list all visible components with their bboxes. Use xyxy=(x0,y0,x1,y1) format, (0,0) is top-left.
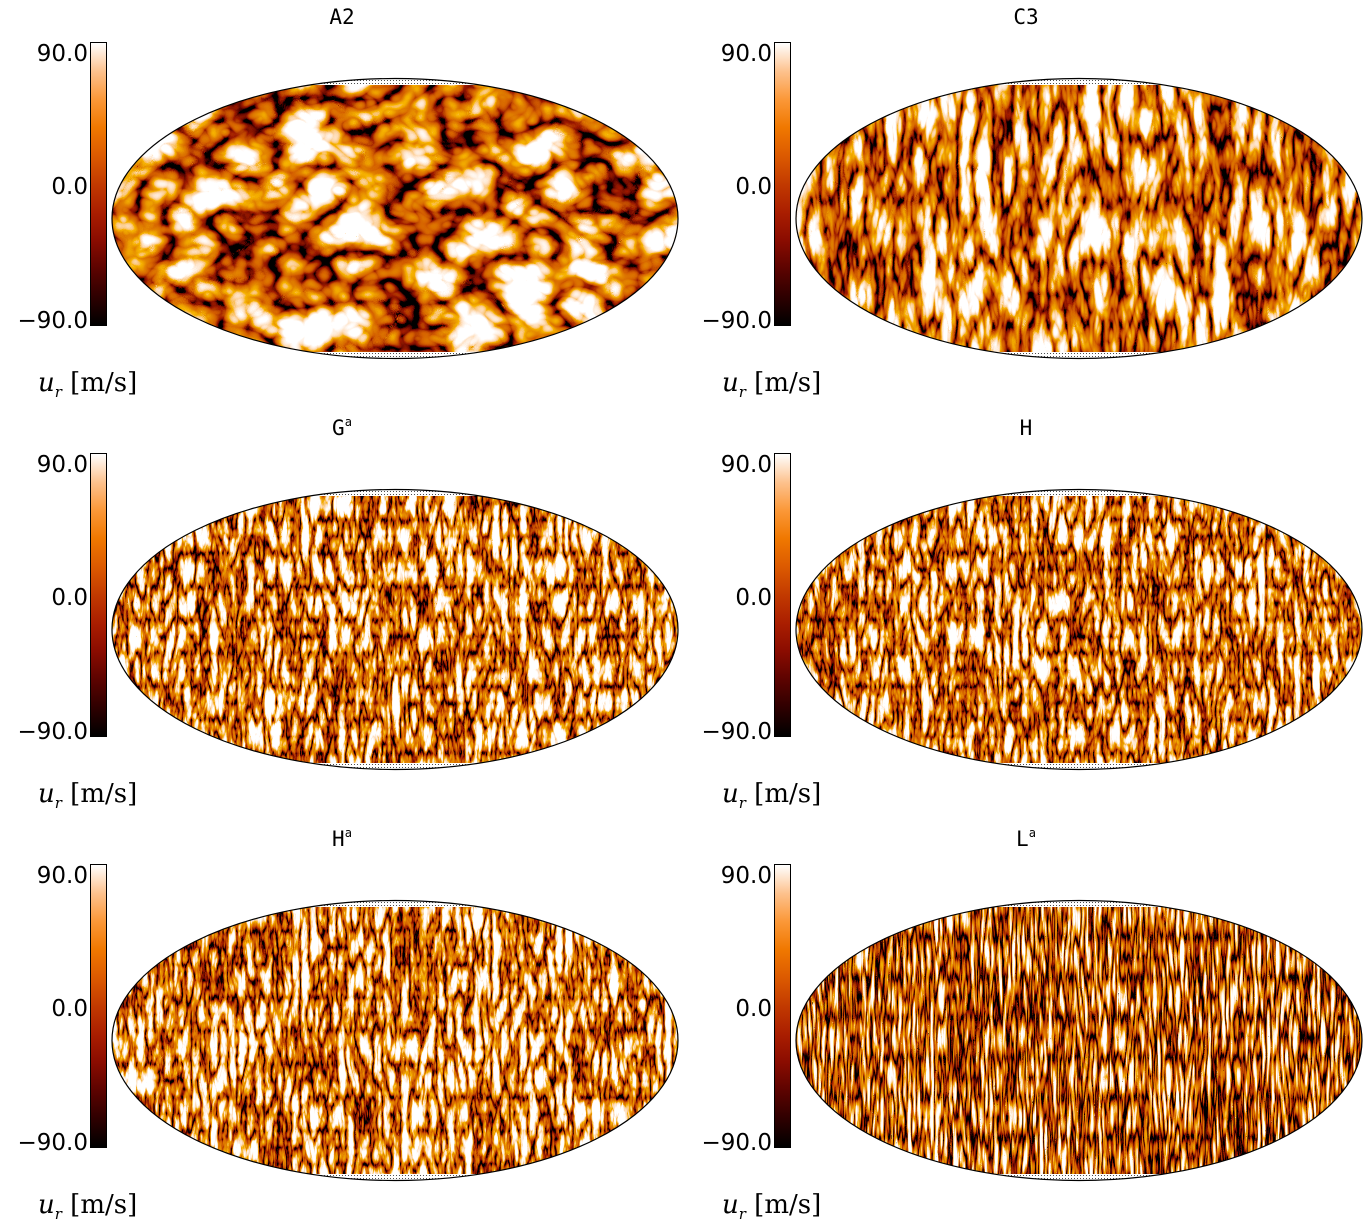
colorbar-max-label: 90.0 xyxy=(720,863,772,889)
mollweide-map xyxy=(795,899,1363,1182)
panel-h: H 90.0 0.0 −90.0 ur [m/s] xyxy=(684,411,1368,820)
mollweide-map xyxy=(795,488,1363,771)
colorbar-unit-label: ur [m/s] xyxy=(722,779,822,813)
colorbar-mid-label: 0.0 xyxy=(51,585,88,611)
mollweide-map xyxy=(111,77,679,360)
panel-ha: Ha 90.0 0.0 −90.0 ur [m/s] xyxy=(0,822,684,1231)
colorbar-unit-label: ur [m/s] xyxy=(722,368,822,402)
colorbar-unit-label: ur [m/s] xyxy=(38,1190,138,1224)
panel-la: La 90.0 0.0 −90.0 ur [m/s] xyxy=(684,822,1368,1231)
colorbar-max-label: 90.0 xyxy=(36,41,88,67)
colorbar-min-label: −90.0 xyxy=(701,1130,772,1156)
colorbar xyxy=(90,453,107,737)
panel-title: A2 xyxy=(329,5,355,29)
colorbar-max-label: 90.0 xyxy=(36,863,88,889)
mollweide-map xyxy=(111,488,679,771)
colorbar-min-label: −90.0 xyxy=(17,719,88,745)
colorbar xyxy=(774,864,791,1148)
colorbar-unit-label: ur [m/s] xyxy=(38,368,138,402)
colorbar-mid-label: 0.0 xyxy=(735,174,772,200)
mollweide-map xyxy=(795,77,1363,360)
colorbar-max-label: 90.0 xyxy=(720,452,772,478)
panel-ga: Ga 90.0 0.0 −90.0 ur [m/s] xyxy=(0,411,684,820)
colorbar-min-label: −90.0 xyxy=(17,308,88,334)
colorbar-min-label: −90.0 xyxy=(17,1130,88,1156)
panel-title: Ha xyxy=(332,826,352,851)
colorbar-mid-label: 0.0 xyxy=(735,585,772,611)
mollweide-map xyxy=(111,899,679,1182)
colorbar-unit-label: ur [m/s] xyxy=(722,1190,822,1224)
panel-title: C3 xyxy=(1013,5,1039,29)
panel-title: La xyxy=(1016,826,1036,851)
panel-a2: A2 90.0 0.0 −90.0 ur [m/s] xyxy=(0,0,684,409)
colorbar-unit-label: ur [m/s] xyxy=(38,779,138,813)
colorbar-mid-label: 0.0 xyxy=(51,174,88,200)
colorbar-min-label: −90.0 xyxy=(701,719,772,745)
colorbar-min-label: −90.0 xyxy=(701,308,772,334)
panel-c3: C3 90.0 0.0 −90.0 ur [m/s] xyxy=(684,0,1368,409)
colorbar xyxy=(774,453,791,737)
colorbar-mid-label: 0.0 xyxy=(735,996,772,1022)
colorbar-max-label: 90.0 xyxy=(36,452,88,478)
colorbar xyxy=(90,864,107,1148)
colorbar-mid-label: 0.0 xyxy=(51,996,88,1022)
colorbar xyxy=(90,42,107,326)
panel-title: H xyxy=(1019,416,1033,440)
colorbar-max-label: 90.0 xyxy=(720,41,772,67)
colorbar xyxy=(774,42,791,326)
panel-title: Ga xyxy=(332,415,352,440)
